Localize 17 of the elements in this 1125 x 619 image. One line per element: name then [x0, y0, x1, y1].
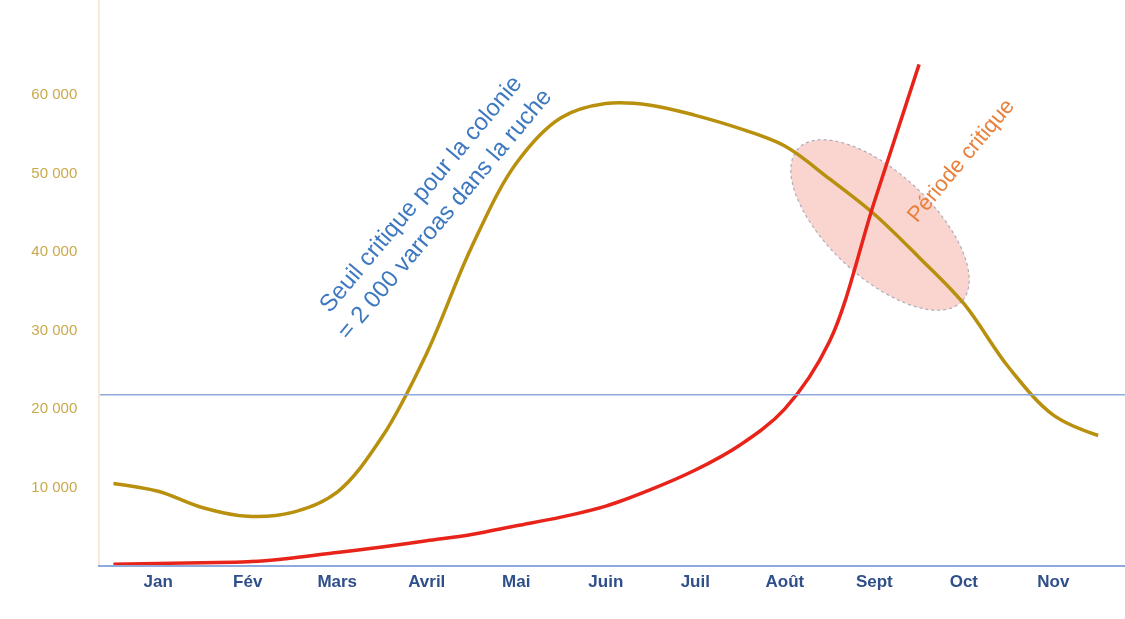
y-tick-label: 20 000 — [31, 399, 78, 417]
x-tick-label: Juil — [680, 572, 710, 592]
y-tick-label: 40 000 — [31, 242, 78, 260]
x-tick-label: Jan — [143, 572, 173, 592]
x-tick-label: Fév — [233, 572, 263, 592]
y-tick-label: 10 000 — [31, 477, 78, 495]
y-tick-label: 50 000 — [31, 163, 78, 181]
x-tick-label: Mars — [317, 572, 358, 592]
x-tick-label: Avril — [408, 572, 446, 592]
y-tick-label: 60 000 — [31, 85, 78, 103]
x-tick-label: Sept — [855, 572, 894, 592]
x-tick-label: Juin — [588, 572, 624, 592]
x-tick-label: Oct — [949, 572, 979, 592]
x-tick-label: Août — [765, 572, 805, 592]
x-tick-label: Nov — [1037, 572, 1070, 592]
y-tick-label: 30 000 — [31, 320, 78, 338]
x-tick-label: Mai — [502, 572, 531, 592]
